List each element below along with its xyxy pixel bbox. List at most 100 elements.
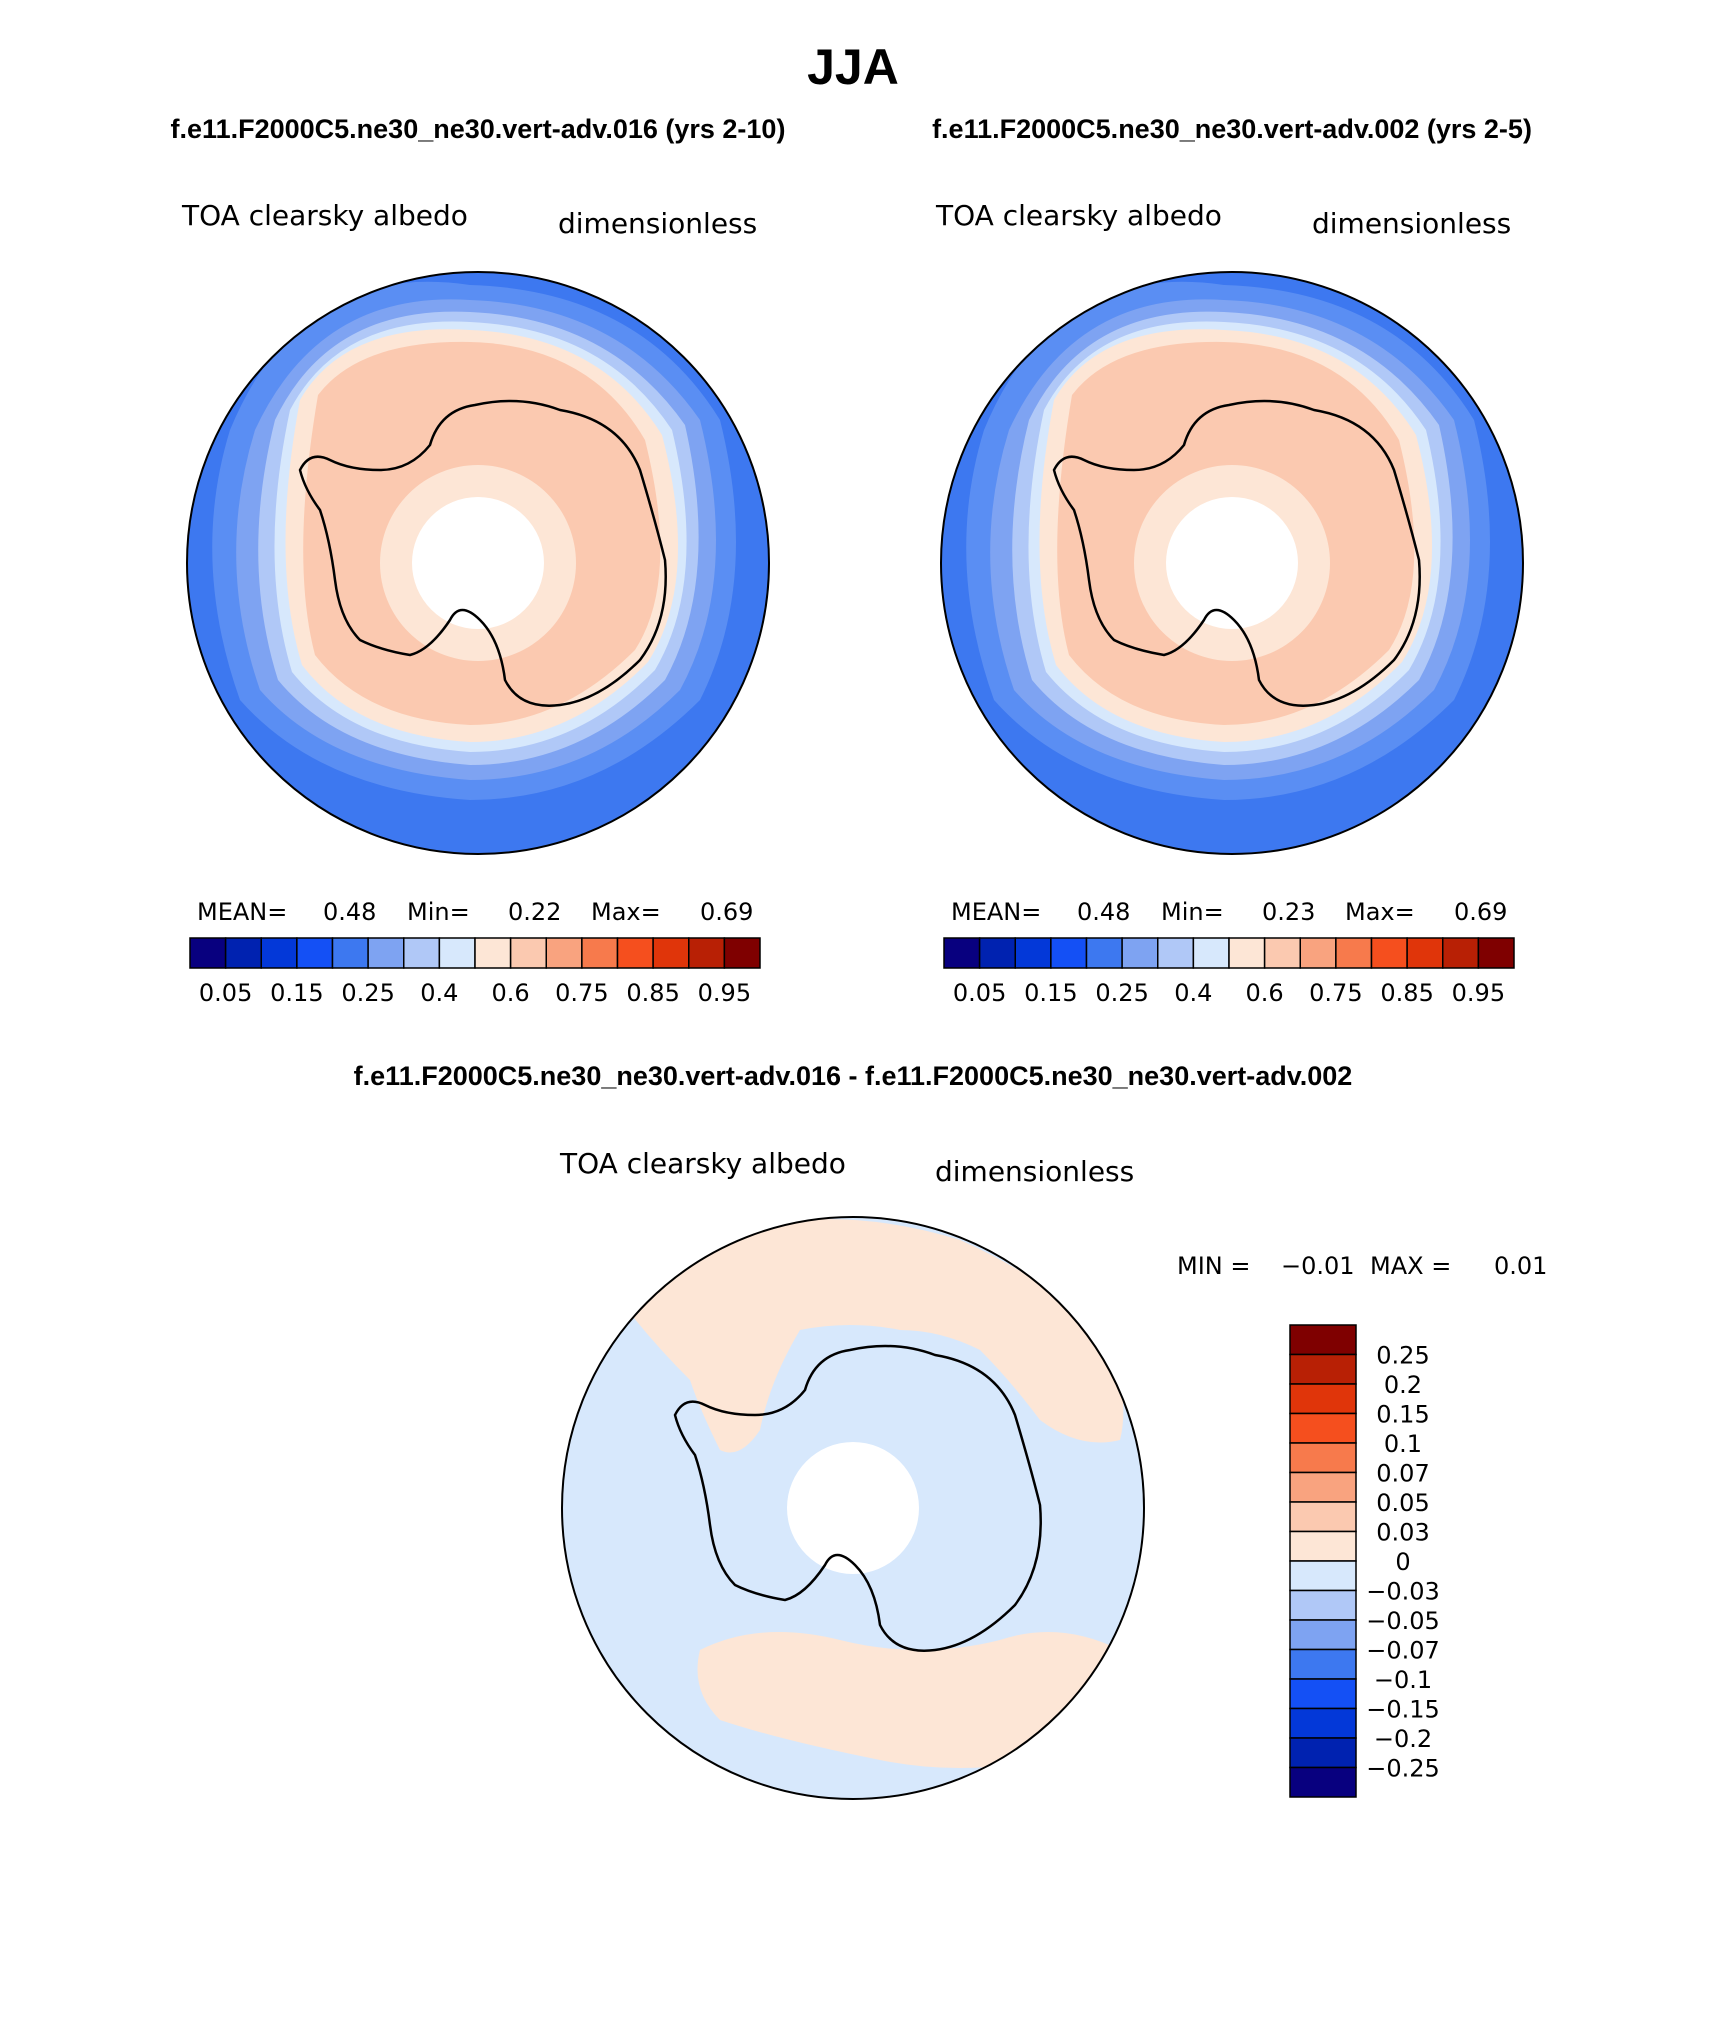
diff-colorbar-tick-label-0: 0.25	[1376, 1342, 1429, 1370]
diff-colorbar-box-7	[1289, 1530, 1357, 1562]
right-colorbar-box-8	[1228, 937, 1266, 969]
diff-colorbar-box-2	[1289, 1383, 1357, 1415]
diff-colorbar-box-9	[1289, 1589, 1357, 1621]
diff-colorbar-box-14	[1289, 1737, 1357, 1769]
left-colorbar-box-7	[438, 937, 476, 969]
left-colorbar-box-8	[474, 937, 512, 969]
diff-variable-label: TOA clearsky albedo	[559, 1147, 846, 1180]
right-stats: MEAN= 0.48 Min= 0.23 Max= 0.69	[951, 898, 1507, 926]
diff-panel-title: f.e11.F2000C5.ne30_ne30.vert-adv.016 - f…	[354, 1061, 1353, 1091]
right-max-label: Max=	[1345, 898, 1415, 926]
diff-colorbar-tick-label-3: 0.1	[1384, 1430, 1422, 1458]
diff-units-label: dimensionless	[935, 1155, 1134, 1188]
right-mean-label: MEAN=	[951, 898, 1041, 926]
left-colorbar-box-1	[224, 937, 262, 969]
diff-colorbar-box-4	[1289, 1442, 1357, 1474]
diff-colorbar-box-0	[1289, 1324, 1357, 1356]
left-colorbar-tick-label-7: 0.95	[698, 979, 751, 1007]
left-panel-title: f.e11.F2000C5.ne30_ne30.vert-adv.016 (yr…	[171, 114, 786, 144]
diff-colorbar-tick-label-12: −0.15	[1366, 1696, 1440, 1724]
right-colorbar-box-15	[1477, 937, 1515, 969]
right-max-value: 0.69	[1454, 898, 1507, 926]
diff-colorbar-tick-label-13: −0.2	[1374, 1725, 1432, 1753]
right-colorbar-box-0	[943, 937, 981, 969]
left-colorbar-box-6	[403, 937, 441, 969]
right-variable-label: TOA clearsky albedo	[935, 199, 1222, 232]
diff-colorbar-box-10	[1289, 1619, 1357, 1651]
left-colorbar-box-10	[545, 937, 583, 969]
right-colorbar-box-14	[1442, 937, 1480, 969]
diff-colorbar-tick-label-14: −0.25	[1366, 1755, 1440, 1783]
diff-colorbar-box-8	[1289, 1560, 1357, 1592]
left-colorbar-box-4	[331, 937, 369, 969]
diff-polar-map	[562, 1217, 1144, 1799]
right-colorbar-box-1	[978, 937, 1016, 969]
diff-coastline	[673, 1344, 1042, 1652]
diff-colorbar-tick-label-11: −0.1	[1374, 1666, 1432, 1694]
left-min-label: Min=	[407, 898, 470, 926]
left-min-value: 0.22	[508, 898, 561, 926]
right-colorbar-tick-label-3: 0.4	[1174, 979, 1212, 1007]
right-colorbar-box-6	[1157, 937, 1195, 969]
right-colorbar-tick-label-2: 0.25	[1095, 979, 1148, 1007]
left-colorbar-box-14	[688, 937, 726, 969]
left-max-value: 0.69	[700, 898, 753, 926]
right-colorbar-box-3	[1050, 937, 1088, 969]
left-colorbar-box-0	[189, 937, 227, 969]
left-max-label: Max=	[591, 898, 661, 926]
diff-colorbar-box-1	[1289, 1353, 1357, 1385]
right-colorbar-tick-label-0: 0.05	[953, 979, 1006, 1007]
right-colorbar-box-4	[1085, 937, 1123, 969]
diff-colorbar-box-12	[1289, 1678, 1357, 1710]
right-units-label: dimensionless	[1312, 207, 1511, 240]
diff-colorbar: 0.250.20.150.10.070.050.030−0.03−0.05−0.…	[1289, 1324, 1440, 1798]
right-panel-title: f.e11.F2000C5.ne30_ne30.vert-adv.002 (yr…	[932, 114, 1532, 144]
diff-min-label: MIN =	[1177, 1252, 1250, 1280]
diff-colorbar-box-11	[1289, 1648, 1357, 1680]
diff-colorbar-box-5	[1289, 1471, 1357, 1503]
right-mean-value: 0.48	[1077, 898, 1130, 926]
diff-stats: MIN = −0.01 MAX = 0.01	[1177, 1252, 1547, 1280]
left-colorbar-box-12	[616, 937, 654, 969]
left-colorbar-tick-label-1: 0.15	[270, 979, 323, 1007]
right-min-label: Min=	[1161, 898, 1224, 926]
left-colorbar: 0.05 0.15 0.25 0.4 0.6 0.75 0.85 0.95	[189, 937, 761, 1007]
left-stats: MEAN= 0.48 Min= 0.22 Max= 0.69	[197, 898, 753, 926]
diff-colorbar-box-6	[1289, 1501, 1357, 1533]
diff-colorbar-tick-label-2: 0.15	[1376, 1401, 1429, 1429]
left-colorbar-tick-label-2: 0.25	[341, 979, 394, 1007]
left-colorbar-tick-label-0: 0.05	[199, 979, 252, 1007]
left-colorbar-box-15	[723, 937, 761, 969]
diff-colorbar-box-13	[1289, 1707, 1357, 1739]
right-colorbar-box-11	[1335, 937, 1373, 969]
diff-colorbar-tick-label-7: 0	[1395, 1548, 1410, 1576]
right-colorbar-box-7	[1192, 937, 1230, 969]
diff-colorbar-tick-label-10: −0.07	[1366, 1637, 1440, 1665]
right-colorbar-box-2	[1014, 937, 1052, 969]
left-polar-map	[187, 272, 769, 854]
left-colorbar-box-9	[509, 937, 547, 969]
diff-colorbar-box-3	[1289, 1412, 1357, 1444]
left-mean-label: MEAN=	[197, 898, 287, 926]
right-colorbar-box-10	[1299, 937, 1337, 969]
left-variable-label: TOA clearsky albedo	[181, 199, 468, 232]
diff-colorbar-tick-label-9: −0.05	[1366, 1607, 1440, 1635]
diff-colorbar-tick-label-8: −0.03	[1366, 1578, 1440, 1606]
right-colorbar-tick-label-7: 0.95	[1452, 979, 1505, 1007]
diff-min-value: −0.01	[1281, 1252, 1355, 1280]
right-coastline	[1052, 399, 1421, 707]
right-colorbar-box-9	[1263, 937, 1301, 969]
figure-title: JJA	[807, 39, 899, 95]
left-colorbar-box-13	[652, 937, 690, 969]
right-colorbar: 0.05 0.15 0.25 0.4 0.6 0.75 0.85 0.95	[943, 937, 1515, 1007]
right-colorbar-box-12	[1370, 937, 1408, 969]
left-mean-value: 0.48	[323, 898, 376, 926]
diff-max-label: MAX =	[1370, 1252, 1451, 1280]
diff-max-value: 0.01	[1494, 1252, 1547, 1280]
right-colorbar-tick-label-5: 0.75	[1309, 979, 1362, 1007]
left-colorbar-tick-label-3: 0.4	[420, 979, 458, 1007]
right-min-value: 0.23	[1262, 898, 1315, 926]
right-colorbar-box-13	[1406, 937, 1444, 969]
diff-colorbar-tick-label-5: 0.05	[1376, 1489, 1429, 1517]
